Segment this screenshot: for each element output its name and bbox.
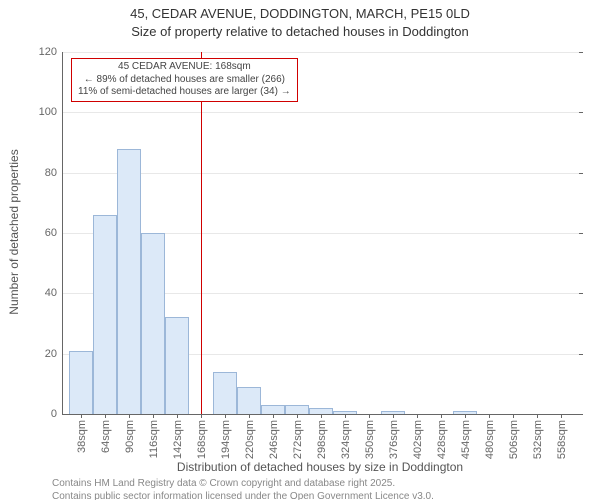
x-tick-mark (297, 414, 298, 418)
reference-line (201, 52, 202, 414)
x-tick-mark (273, 414, 274, 418)
x-tick-mark (345, 414, 346, 418)
y-tick-mark (579, 233, 583, 234)
x-tick-label: 220sqm (242, 420, 256, 459)
histogram-bar (285, 405, 309, 414)
x-tick-mark (201, 414, 202, 418)
x-tick-mark (369, 414, 370, 418)
histogram-bar (165, 317, 189, 414)
x-tick-mark (321, 414, 322, 418)
y-tick-mark (579, 52, 583, 53)
y-tick-label: 120 (39, 46, 63, 58)
histogram-bar (237, 387, 261, 414)
x-tick-label: 350sqm (362, 420, 376, 459)
x-tick-mark (441, 414, 442, 418)
x-tick-label: 428sqm (434, 420, 448, 459)
annotation-line1: 45 CEDAR AVENUE: 168sqm (78, 61, 291, 74)
x-tick-mark (153, 414, 154, 418)
grid-line (63, 112, 579, 113)
x-tick-label: 376sqm (386, 420, 400, 459)
y-tick-label: 20 (45, 348, 63, 360)
histogram-bar (69, 351, 93, 414)
y-tick-mark (579, 293, 583, 294)
x-tick-mark (81, 414, 82, 418)
x-tick-label: 142sqm (170, 420, 184, 459)
histogram-bar (141, 233, 165, 414)
x-tick-mark (225, 414, 226, 418)
x-tick-label: 168sqm (194, 420, 208, 459)
annotation-line3: 11% of semi-detached houses are larger (… (78, 86, 291, 99)
x-tick-mark (561, 414, 562, 418)
chart-title-line2: Size of property relative to detached ho… (0, 24, 600, 39)
footer-line2: Contains public sector information licen… (52, 491, 434, 500)
y-tick-label: 60 (45, 227, 63, 239)
y-tick-mark (579, 112, 583, 113)
x-tick-label: 194sqm (218, 420, 232, 459)
x-tick-label: 480sqm (482, 420, 496, 459)
x-tick-mark (393, 414, 394, 418)
x-tick-label: 272sqm (290, 420, 304, 459)
y-tick-mark (579, 354, 583, 355)
annotation-box: 45 CEDAR AVENUE: 168sqm← 89% of detached… (71, 58, 298, 102)
x-axis-label: Distribution of detached houses by size … (62, 460, 578, 474)
x-tick-label: 506sqm (506, 420, 520, 459)
y-axis-label: Number of detached properties (7, 51, 21, 413)
x-tick-label: 324sqm (338, 420, 352, 459)
y-tick-label: 0 (51, 408, 63, 420)
histogram-bar (261, 405, 285, 414)
y-tick-mark (579, 414, 583, 415)
x-tick-mark (249, 414, 250, 418)
x-tick-label: 38sqm (74, 420, 88, 453)
x-tick-mark (417, 414, 418, 418)
histogram-bar (213, 372, 237, 414)
x-tick-label: 454sqm (458, 420, 472, 459)
x-tick-mark (105, 414, 106, 418)
x-tick-label: 90sqm (122, 420, 136, 453)
chart-title-line1: 45, CEDAR AVENUE, DODDINGTON, MARCH, PE1… (0, 6, 600, 21)
x-tick-label: 116sqm (146, 420, 160, 458)
x-tick-mark (513, 414, 514, 418)
x-tick-mark (537, 414, 538, 418)
y-tick-label: 80 (45, 167, 63, 179)
x-tick-mark (129, 414, 130, 418)
x-tick-label: 246sqm (266, 420, 280, 459)
x-tick-label: 64sqm (98, 420, 112, 453)
histogram-bar (117, 149, 141, 414)
x-tick-label: 298sqm (314, 420, 328, 459)
x-tick-label: 558sqm (554, 420, 568, 459)
x-tick-mark (465, 414, 466, 418)
x-tick-label: 532sqm (530, 420, 544, 459)
x-tick-label: 402sqm (410, 420, 424, 459)
plot-area: 02040608010012038sqm64sqm90sqm116sqm142s… (62, 52, 579, 415)
x-tick-mark (489, 414, 490, 418)
y-tick-label: 40 (45, 287, 63, 299)
chart-container: { "title_line1": "45, CEDAR AVENUE, DODD… (0, 0, 600, 500)
x-tick-mark (177, 414, 178, 418)
y-tick-label: 100 (39, 106, 63, 118)
y-tick-mark (579, 173, 583, 174)
histogram-bar (93, 215, 117, 414)
footer-line1: Contains HM Land Registry data © Crown c… (52, 478, 395, 489)
annotation-line2: ← 89% of detached houses are smaller (26… (78, 74, 291, 87)
grid-line (63, 52, 579, 53)
